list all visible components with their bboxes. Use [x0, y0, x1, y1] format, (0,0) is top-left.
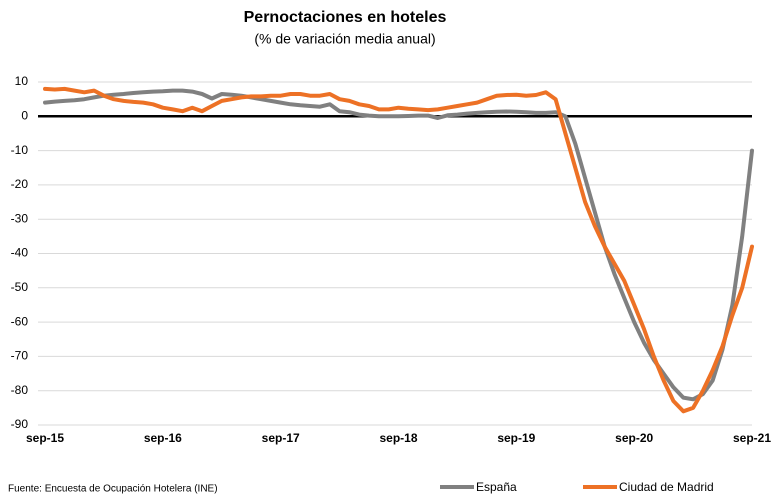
x-tick-label: sep-21 — [733, 431, 771, 445]
x-tick-label: sep-20 — [615, 431, 653, 445]
x-tick-label: sep-16 — [144, 431, 182, 445]
chart-subtitle: (% de variación media anual) — [254, 31, 435, 47]
y-tick-label: 0 — [21, 108, 28, 122]
y-tick-label: -80 — [11, 383, 29, 397]
legend-label: Ciudad de Madrid — [619, 480, 714, 494]
y-tick-label: -10 — [11, 143, 29, 157]
x-tick-label: sep-15 — [26, 431, 64, 445]
x-tick-label: sep-19 — [497, 431, 535, 445]
y-tick-label: -90 — [11, 417, 29, 431]
y-tick-label: -20 — [11, 177, 29, 191]
line-series — [43, 88, 754, 402]
y-tick-label: -70 — [11, 349, 29, 363]
y-tick-label: -60 — [11, 314, 29, 328]
source: Fuente: Encuesta de Ocupación Hotelera (… — [8, 484, 218, 495]
line-series — [43, 86, 754, 414]
x-tick-label: sep-17 — [262, 431, 300, 445]
y-tick-label: -50 — [11, 280, 29, 294]
x-tick-label: sep-18 — [379, 431, 417, 445]
y-tick-label: -30 — [11, 211, 29, 225]
chart-title: Pernoctaciones en hoteles — [244, 9, 447, 26]
y-tick-label: -40 — [11, 246, 29, 260]
y-tick-label: 10 — [15, 74, 29, 88]
legend-label: España — [476, 480, 517, 494]
